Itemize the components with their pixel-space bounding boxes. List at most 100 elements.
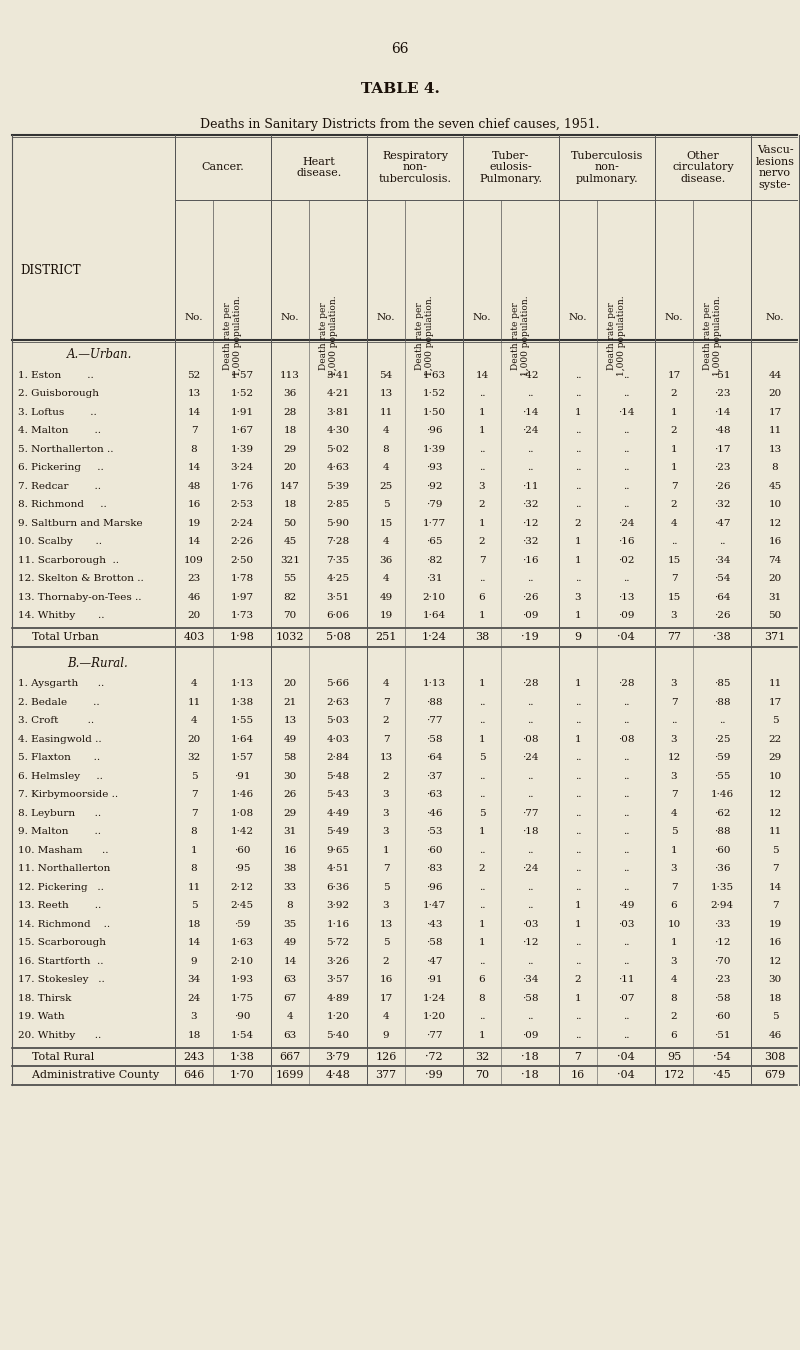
Text: Other
circulatory
disease.: Other circulatory disease.	[672, 151, 734, 184]
Text: 14: 14	[187, 463, 201, 472]
Text: ..: ..	[622, 1031, 630, 1040]
Text: 4: 4	[670, 809, 678, 818]
Text: 19. Wath: 19. Wath	[18, 1012, 65, 1021]
Text: 1: 1	[574, 408, 582, 417]
Text: 12: 12	[667, 753, 681, 763]
Text: 2. Bedale        ..: 2. Bedale ..	[18, 698, 100, 707]
Text: ·58: ·58	[714, 994, 730, 1003]
Text: 2: 2	[478, 537, 486, 547]
Text: ..: ..	[574, 698, 582, 707]
Text: No.: No.	[766, 313, 784, 323]
Text: Cancer.: Cancer.	[202, 162, 244, 173]
Text: ·14: ·14	[714, 408, 730, 417]
Text: 1·08: 1·08	[230, 809, 254, 818]
Text: 24: 24	[187, 994, 201, 1003]
Text: ..: ..	[574, 574, 582, 583]
Text: 12: 12	[768, 957, 782, 965]
Text: 2: 2	[670, 389, 678, 398]
Text: ·42: ·42	[522, 371, 538, 379]
Text: 19: 19	[187, 518, 201, 528]
Text: 9. Malton        ..: 9. Malton ..	[18, 828, 101, 836]
Text: ..: ..	[622, 482, 630, 491]
Text: 1: 1	[670, 408, 678, 417]
Text: ·11: ·11	[618, 975, 634, 984]
Text: ·28: ·28	[618, 679, 634, 688]
Text: ..: ..	[574, 864, 582, 873]
Text: 31: 31	[283, 828, 297, 836]
Text: 1·63: 1·63	[230, 938, 254, 948]
Text: ·08: ·08	[522, 734, 538, 744]
Text: No.: No.	[377, 313, 395, 323]
Text: ·25: ·25	[714, 734, 730, 744]
Text: 13: 13	[379, 919, 393, 929]
Text: 14. Richmond    ..: 14. Richmond ..	[18, 919, 110, 929]
Text: ·72: ·72	[425, 1052, 443, 1061]
Text: ..: ..	[574, 938, 582, 948]
Text: 1·64: 1·64	[230, 734, 254, 744]
Text: 38: 38	[283, 864, 297, 873]
Text: 18. Thirsk: 18. Thirsk	[18, 994, 71, 1003]
Text: 3: 3	[670, 679, 678, 688]
Text: ·62: ·62	[714, 809, 730, 818]
Text: ·19: ·19	[521, 632, 539, 643]
Text: 2·94: 2·94	[710, 902, 734, 910]
Text: 2: 2	[574, 518, 582, 528]
Text: 4·48: 4·48	[326, 1071, 350, 1080]
Text: ·16: ·16	[522, 556, 538, 564]
Text: ·58: ·58	[426, 734, 442, 744]
Text: 49: 49	[283, 734, 297, 744]
Text: 5·72: 5·72	[326, 938, 350, 948]
Text: 1·13: 1·13	[422, 679, 446, 688]
Text: ·60: ·60	[714, 1012, 730, 1021]
Text: 1·52: 1·52	[230, 389, 254, 398]
Text: 3: 3	[382, 828, 390, 836]
Text: 14: 14	[768, 883, 782, 892]
Text: ·24: ·24	[522, 753, 538, 763]
Text: 7: 7	[478, 556, 486, 564]
Text: ·09: ·09	[522, 1031, 538, 1040]
Text: 17: 17	[667, 371, 681, 379]
Text: 1: 1	[382, 845, 390, 855]
Text: Death rate per
1,000 population.: Death rate per 1,000 population.	[414, 296, 434, 377]
Text: ·85: ·85	[714, 679, 730, 688]
Text: 67: 67	[283, 994, 297, 1003]
Text: 5·40: 5·40	[326, 1031, 350, 1040]
Text: 7. Kirbymoorside ..: 7. Kirbymoorside ..	[18, 790, 118, 799]
Text: 38: 38	[475, 632, 489, 643]
Text: 2·50: 2·50	[230, 556, 254, 564]
Text: ·26: ·26	[522, 593, 538, 602]
Text: ·31: ·31	[426, 574, 442, 583]
Text: 1·75: 1·75	[230, 994, 254, 1003]
Text: ·24: ·24	[522, 427, 538, 435]
Text: ..: ..	[526, 444, 534, 454]
Text: 52: 52	[187, 371, 201, 379]
Text: 36: 36	[283, 389, 297, 398]
Text: 1·13: 1·13	[230, 679, 254, 688]
Text: 5: 5	[772, 845, 778, 855]
Text: ..: ..	[574, 753, 582, 763]
Text: No.: No.	[569, 313, 587, 323]
Text: ..: ..	[574, 463, 582, 472]
Text: 113: 113	[280, 371, 300, 379]
Text: 1: 1	[574, 556, 582, 564]
Text: 377: 377	[375, 1071, 397, 1080]
Text: 63: 63	[283, 1031, 297, 1040]
Text: 2·63: 2·63	[326, 698, 350, 707]
Text: 2: 2	[382, 957, 390, 965]
Text: 12: 12	[768, 809, 782, 818]
Text: 7: 7	[670, 790, 678, 799]
Text: 7: 7	[670, 698, 678, 707]
Text: ..: ..	[622, 864, 630, 873]
Text: 32: 32	[187, 753, 201, 763]
Text: 1·38: 1·38	[230, 698, 254, 707]
Text: 1·57: 1·57	[230, 753, 254, 763]
Text: 3: 3	[670, 864, 678, 873]
Text: ·54: ·54	[713, 1052, 731, 1061]
Text: 5. Northallerton ..: 5. Northallerton ..	[18, 444, 114, 454]
Text: 1·54: 1·54	[230, 1031, 254, 1040]
Text: 10. Masham      ..: 10. Masham ..	[18, 845, 109, 855]
Text: Death rate per
1,000 population.: Death rate per 1,000 population.	[222, 296, 242, 377]
Text: 1·20: 1·20	[422, 1012, 446, 1021]
Text: ..: ..	[622, 828, 630, 836]
Text: 5·43: 5·43	[326, 790, 350, 799]
